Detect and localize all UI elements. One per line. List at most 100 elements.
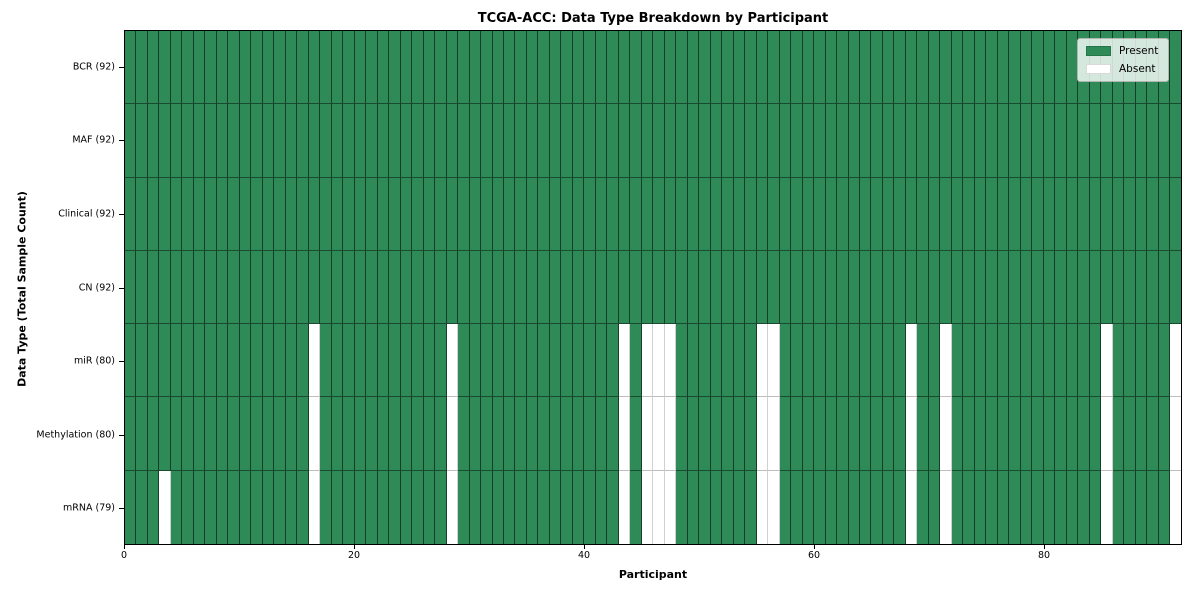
heatmap-cell (251, 250, 263, 325)
heatmap-cell (951, 324, 964, 398)
heatmap-cell (1009, 470, 1021, 544)
heatmap-cell (182, 250, 194, 325)
heatmap-cell (607, 250, 619, 325)
heatmap-cell (1066, 250, 1079, 325)
heatmap-cell (779, 397, 792, 471)
heatmap-cell (802, 104, 815, 178)
heatmap-cell (768, 31, 780, 105)
heatmap-cell (147, 250, 160, 325)
heatmap-cell (653, 324, 665, 398)
heatmap-cell (1124, 250, 1136, 325)
heatmap-cell (710, 397, 723, 471)
heatmap-cell (664, 177, 677, 251)
y-tick-label-MAF: MAF (92) (72, 134, 115, 146)
heatmap-cell (170, 177, 183, 251)
heatmap-cell (733, 31, 746, 105)
heatmap-cell (584, 104, 596, 178)
heatmap-cell (136, 250, 148, 325)
heatmap-cell (147, 177, 160, 251)
heatmap-cell (618, 470, 631, 544)
heatmap-cell (974, 397, 987, 471)
heatmap-cell (997, 250, 1010, 325)
heatmap-cell (768, 324, 780, 398)
heatmap-cell (997, 31, 1010, 105)
heatmap-cell (1089, 324, 1102, 398)
heatmap-cell (894, 324, 906, 398)
heatmap-cell (239, 31, 252, 105)
heatmap-cell (1147, 104, 1159, 178)
heatmap-cell (262, 31, 275, 105)
heatmap-cell (837, 397, 849, 471)
heatmap-cell (963, 104, 975, 178)
heatmap-cell (940, 177, 952, 251)
heatmap-cell (320, 31, 332, 105)
heatmap-cell (216, 470, 229, 544)
heatmap-cell (251, 31, 263, 105)
heatmap-cell (251, 470, 263, 544)
heatmap-cell (239, 177, 252, 251)
heatmap-cell (1135, 104, 1148, 178)
heatmap-cell (1124, 177, 1136, 251)
heatmap-cell (262, 470, 275, 544)
heatmap-cell (389, 397, 401, 471)
heatmap-cell (687, 31, 700, 105)
heatmap-cell (1043, 397, 1056, 471)
heatmap-cell (1055, 177, 1067, 251)
heatmap-cell (1078, 470, 1090, 544)
heatmap-cell (1101, 397, 1113, 471)
heatmap-cell (285, 250, 298, 325)
heatmap-cell (928, 470, 941, 544)
heatmap-cell (745, 324, 757, 398)
heatmap-cell (549, 397, 562, 471)
heatmap-cell (756, 324, 769, 398)
heatmap-cell (125, 397, 137, 471)
heatmap-cell (1078, 324, 1090, 398)
heatmap-cell (676, 104, 688, 178)
heatmap-cell (446, 31, 459, 105)
heatmap-cell (630, 324, 642, 398)
x-tick-mark (1044, 545, 1045, 549)
heatmap-cell (285, 104, 298, 178)
heatmap-cell (768, 470, 780, 544)
heatmap-cell (974, 324, 987, 398)
heatmap-cell (435, 31, 447, 105)
heatmap-cell (170, 324, 183, 398)
heatmap-cell (768, 177, 780, 251)
heatmap-cell (446, 470, 459, 544)
heatmap-cell (882, 177, 895, 251)
heatmap-cell (549, 104, 562, 178)
heatmap-cell (1055, 470, 1067, 544)
heatmap-cell (837, 470, 849, 544)
heatmap-cell (423, 177, 436, 251)
heatmap-cell (1124, 324, 1136, 398)
heatmap-cell (687, 324, 700, 398)
heatmap-cell (170, 397, 183, 471)
heatmap-cell (607, 470, 619, 544)
heatmap-cell (974, 470, 987, 544)
heatmap-cell (377, 250, 390, 325)
heatmap-cell (871, 177, 883, 251)
heatmap-cell (1112, 324, 1125, 398)
heatmap-cell (963, 397, 975, 471)
heatmap-cell (1112, 250, 1125, 325)
heatmap-cell (205, 104, 217, 178)
heatmap-cell (1135, 250, 1148, 325)
heatmap-cell (940, 324, 952, 398)
heatmap-cell (802, 470, 815, 544)
heatmap-cell (561, 31, 573, 105)
heatmap-cell (366, 31, 378, 105)
heatmap-cell (412, 177, 424, 251)
heatmap-cell (446, 104, 459, 178)
heatmap-cell (768, 104, 780, 178)
heatmap-cell (860, 470, 872, 544)
heatmap-cell (343, 470, 355, 544)
heatmap-cell (1170, 177, 1181, 251)
heatmap-cell (1112, 104, 1125, 178)
heatmap-cell (1170, 470, 1181, 544)
heatmap-cell (503, 250, 516, 325)
heatmap-cell (159, 324, 171, 398)
heatmap-cell (572, 31, 585, 105)
heatmap-cell (710, 470, 723, 544)
heatmap-cell (1089, 177, 1102, 251)
heatmap-cell (538, 104, 550, 178)
